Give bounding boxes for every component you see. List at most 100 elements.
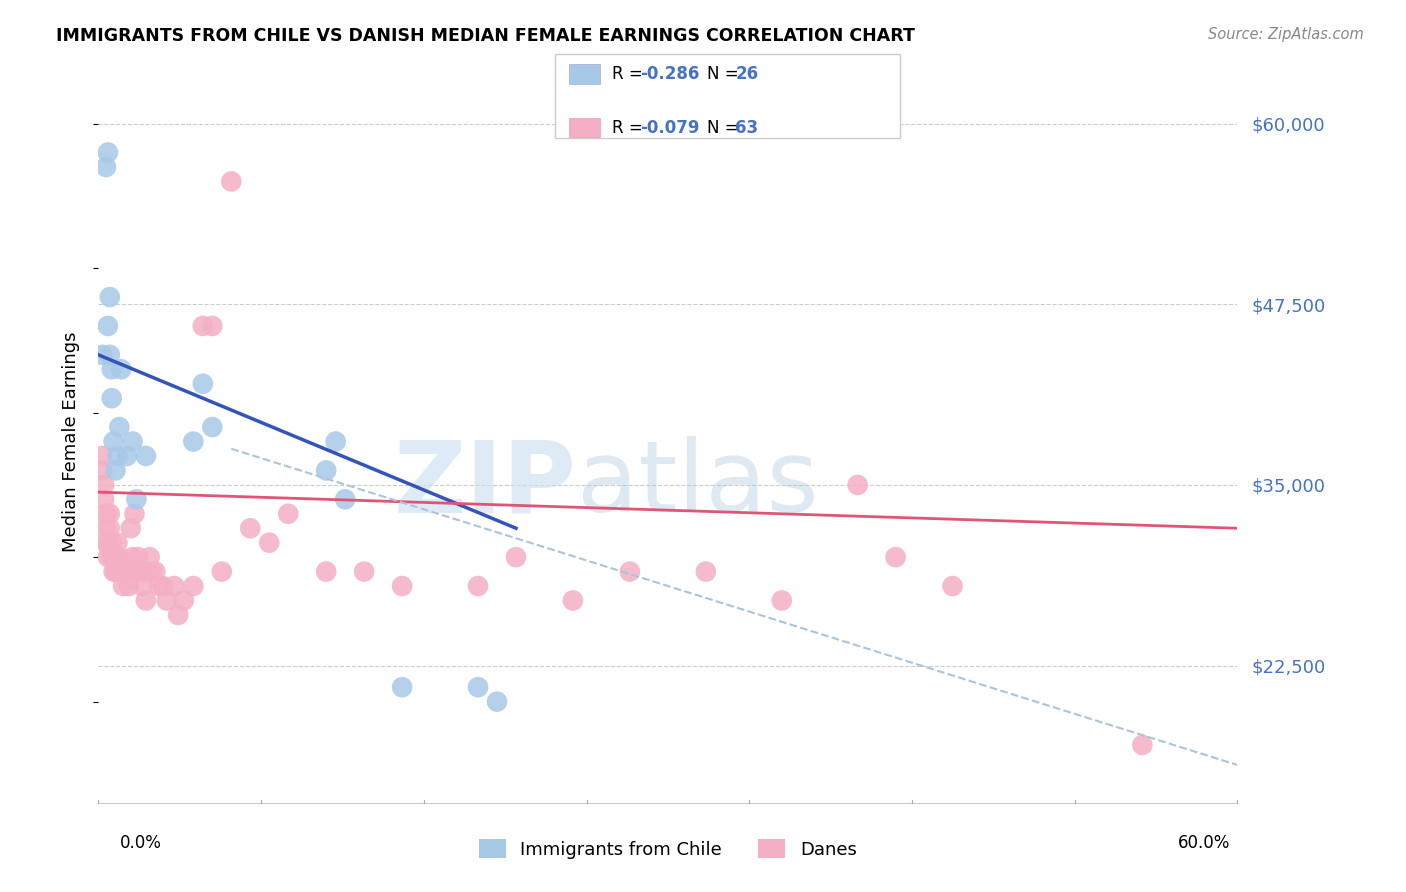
- Point: [97, 145, 120, 160]
- Text: -0.286: -0.286: [640, 65, 699, 83]
- Point: [167, 607, 190, 622]
- Point: [98, 348, 121, 362]
- Point: [115, 449, 138, 463]
- Point: [98, 521, 121, 535]
- Point: [125, 565, 148, 579]
- Text: N =: N =: [707, 119, 744, 136]
- Point: [152, 579, 174, 593]
- Point: [91, 449, 114, 463]
- Point: [108, 550, 131, 565]
- Point: [110, 565, 132, 579]
- Point: [107, 565, 129, 579]
- Point: [183, 579, 205, 593]
- Point: [118, 579, 141, 593]
- Point: [135, 593, 157, 607]
- Point: [98, 507, 121, 521]
- Point: [619, 565, 641, 579]
- Point: [97, 550, 120, 565]
- Point: [201, 318, 224, 333]
- Point: [108, 420, 131, 434]
- Point: [486, 695, 509, 709]
- Text: R =: R =: [612, 119, 648, 136]
- Point: [259, 535, 281, 549]
- Point: [145, 565, 167, 579]
- Point: [100, 535, 122, 549]
- Point: [91, 463, 114, 477]
- Text: ZIP: ZIP: [394, 436, 576, 533]
- Text: IMMIGRANTS FROM CHILE VS DANISH MEDIAN FEMALE EARNINGS CORRELATION CHART: IMMIGRANTS FROM CHILE VS DANISH MEDIAN F…: [56, 27, 915, 45]
- Point: [138, 550, 160, 565]
- Point: [239, 521, 262, 535]
- Point: [120, 521, 142, 535]
- Point: [505, 550, 527, 565]
- Point: [100, 550, 122, 565]
- Point: [335, 492, 357, 507]
- Point: [107, 449, 129, 463]
- Point: [104, 565, 127, 579]
- Point: [121, 434, 143, 449]
- Point: [353, 565, 375, 579]
- Text: 26: 26: [735, 65, 758, 83]
- Point: [100, 362, 122, 376]
- Point: [467, 579, 489, 593]
- Point: [391, 579, 413, 593]
- Point: [277, 507, 299, 521]
- Point: [115, 565, 138, 579]
- Point: [104, 463, 127, 477]
- Point: [127, 550, 149, 565]
- Point: [884, 550, 907, 565]
- Text: atlas: atlas: [576, 436, 818, 533]
- Point: [695, 565, 717, 579]
- Point: [391, 680, 413, 694]
- Point: [103, 434, 125, 449]
- Point: [97, 535, 120, 549]
- Point: [112, 579, 135, 593]
- Point: [121, 550, 143, 565]
- Point: [93, 492, 115, 507]
- Point: [315, 463, 337, 477]
- Point: [942, 579, 965, 593]
- Point: [94, 507, 117, 521]
- Point: [94, 535, 117, 549]
- Point: [191, 318, 214, 333]
- Point: [135, 449, 157, 463]
- Point: [562, 593, 585, 607]
- Point: [110, 362, 132, 376]
- Point: [173, 593, 195, 607]
- Legend: Immigrants from Chile, Danes: Immigrants from Chile, Danes: [472, 832, 863, 866]
- Point: [201, 420, 224, 434]
- Point: [191, 376, 214, 391]
- Point: [156, 593, 179, 607]
- Text: 60.0%: 60.0%: [1178, 834, 1230, 852]
- Point: [148, 579, 170, 593]
- Point: [846, 478, 869, 492]
- Point: [97, 318, 120, 333]
- Point: [94, 160, 117, 174]
- Text: R =: R =: [612, 65, 648, 83]
- Point: [93, 478, 115, 492]
- Point: [94, 521, 117, 535]
- Text: -0.079: -0.079: [640, 119, 699, 136]
- Point: [325, 434, 347, 449]
- Text: 0.0%: 0.0%: [120, 834, 162, 852]
- Point: [163, 579, 186, 593]
- Point: [1132, 738, 1154, 752]
- Point: [221, 174, 243, 188]
- Point: [183, 434, 205, 449]
- Point: [141, 565, 163, 579]
- Point: [103, 565, 125, 579]
- Point: [114, 565, 136, 579]
- Text: 63: 63: [735, 119, 758, 136]
- Point: [91, 348, 114, 362]
- Point: [104, 550, 127, 565]
- Point: [770, 593, 793, 607]
- Y-axis label: Median Female Earnings: Median Female Earnings: [62, 331, 80, 552]
- Point: [467, 680, 489, 694]
- Text: Source: ZipAtlas.com: Source: ZipAtlas.com: [1208, 27, 1364, 42]
- Point: [132, 565, 155, 579]
- Point: [100, 391, 122, 405]
- Point: [98, 290, 121, 304]
- Text: N =: N =: [707, 65, 744, 83]
- Point: [103, 550, 125, 565]
- Point: [107, 535, 129, 549]
